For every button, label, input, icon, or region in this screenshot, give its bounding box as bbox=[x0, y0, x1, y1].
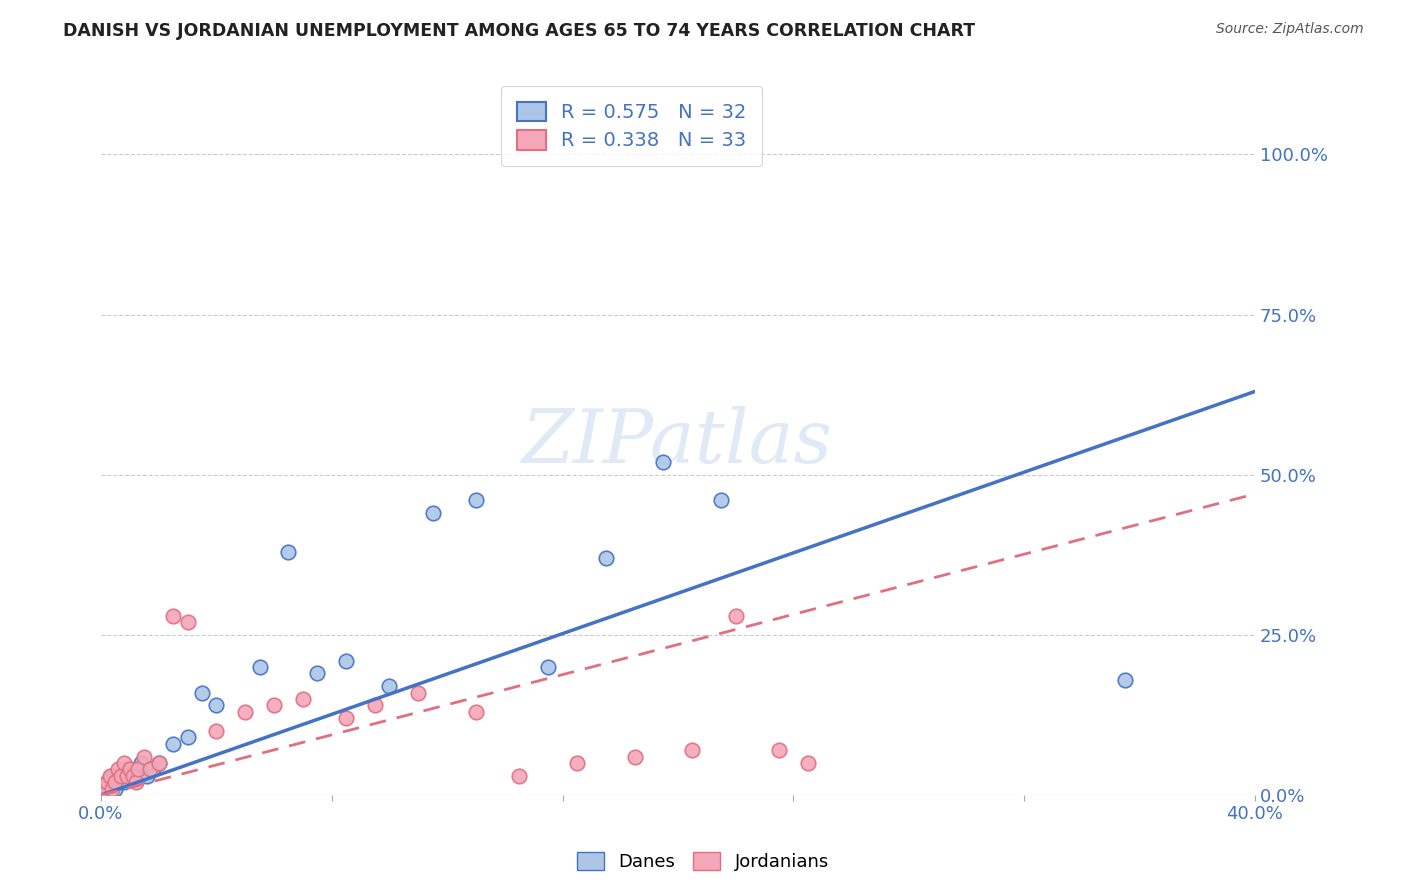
Point bbox=[115, 763, 138, 777]
Point bbox=[93, 781, 115, 796]
Point bbox=[565, 756, 588, 770]
Point bbox=[191, 685, 214, 699]
Point bbox=[139, 763, 162, 777]
Point bbox=[291, 692, 314, 706]
Point bbox=[508, 769, 530, 783]
Point bbox=[681, 743, 703, 757]
Point bbox=[263, 698, 285, 713]
Point bbox=[136, 769, 159, 783]
Point bbox=[101, 781, 124, 796]
Point bbox=[148, 756, 170, 770]
Point bbox=[127, 763, 149, 777]
Point bbox=[93, 781, 115, 796]
Point bbox=[148, 756, 170, 770]
Legend: R = 0.575   N = 32, R = 0.338   N = 33: R = 0.575 N = 32, R = 0.338 N = 33 bbox=[501, 86, 762, 166]
Point bbox=[98, 781, 121, 796]
Point bbox=[96, 775, 118, 789]
Point bbox=[115, 769, 138, 783]
Text: Source: ZipAtlas.com: Source: ZipAtlas.com bbox=[1216, 22, 1364, 37]
Point bbox=[162, 608, 184, 623]
Point bbox=[422, 506, 444, 520]
Point bbox=[249, 660, 271, 674]
Point bbox=[118, 769, 141, 783]
Point bbox=[176, 615, 198, 629]
Point bbox=[652, 455, 675, 469]
Point bbox=[110, 769, 132, 783]
Point bbox=[107, 763, 129, 777]
Point bbox=[465, 493, 488, 508]
Point bbox=[104, 781, 127, 796]
Text: ZIPatlas: ZIPatlas bbox=[523, 407, 834, 479]
Point bbox=[335, 654, 357, 668]
Point bbox=[142, 763, 165, 777]
Point bbox=[162, 737, 184, 751]
Point bbox=[465, 705, 488, 719]
Point bbox=[768, 743, 790, 757]
Point bbox=[595, 551, 617, 566]
Point bbox=[110, 769, 132, 783]
Point bbox=[98, 769, 121, 783]
Point bbox=[96, 775, 118, 789]
Point bbox=[1114, 673, 1136, 687]
Point bbox=[623, 749, 645, 764]
Point bbox=[176, 731, 198, 745]
Point bbox=[121, 769, 143, 783]
Point bbox=[124, 775, 146, 789]
Point bbox=[335, 711, 357, 725]
Point bbox=[537, 660, 560, 674]
Point bbox=[724, 608, 747, 623]
Point bbox=[378, 679, 401, 693]
Point bbox=[277, 544, 299, 558]
Point bbox=[107, 775, 129, 789]
Point bbox=[134, 749, 156, 764]
Point bbox=[205, 724, 228, 739]
Point bbox=[205, 698, 228, 713]
Point bbox=[710, 493, 733, 508]
Point bbox=[131, 756, 153, 770]
Point bbox=[101, 769, 124, 783]
Point bbox=[406, 685, 429, 699]
Point bbox=[364, 698, 387, 713]
Point bbox=[233, 705, 256, 719]
Legend: Danes, Jordanians: Danes, Jordanians bbox=[569, 845, 837, 879]
Point bbox=[118, 763, 141, 777]
Point bbox=[796, 756, 818, 770]
Point bbox=[104, 775, 127, 789]
Point bbox=[112, 775, 135, 789]
Point bbox=[112, 756, 135, 770]
Point bbox=[307, 666, 329, 681]
Text: DANISH VS JORDANIAN UNEMPLOYMENT AMONG AGES 65 TO 74 YEARS CORRELATION CHART: DANISH VS JORDANIAN UNEMPLOYMENT AMONG A… bbox=[63, 22, 976, 40]
Point bbox=[124, 763, 146, 777]
